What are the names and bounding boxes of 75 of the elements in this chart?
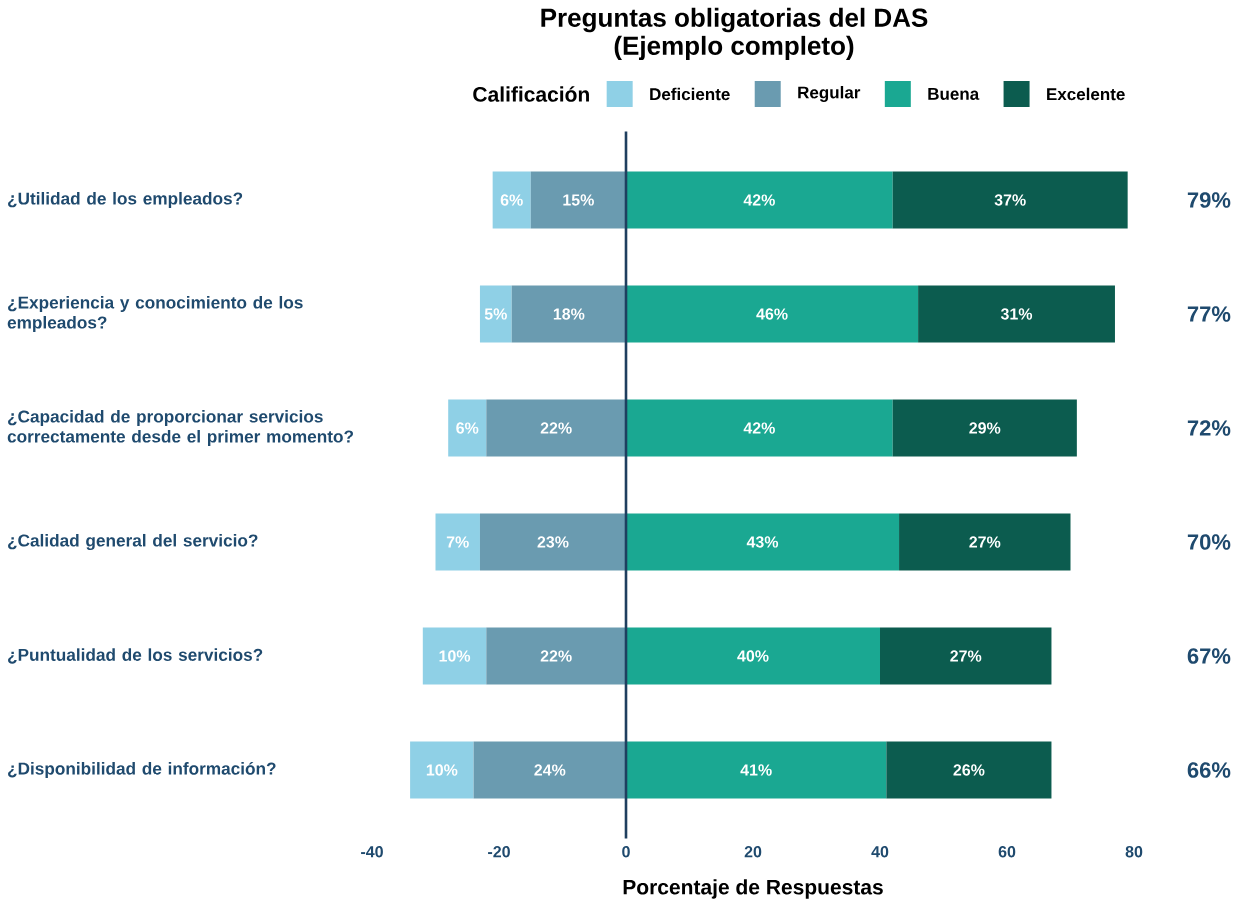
text: 77% (1187, 306, 1231, 322)
data-label: 43% (746, 536, 779, 548)
x-tick-label: 40 (871, 846, 889, 858)
data-label: 6% (456, 422, 479, 434)
data-label: 22% (540, 422, 572, 434)
y-tick-label: ¿Experiencia y conocimiento de los empleados? (7, 296, 303, 333)
data-label: 24% (534, 764, 566, 776)
text: 70% (1187, 534, 1231, 550)
bar (486, 627, 626, 685)
bar (511, 285, 626, 343)
bar (410, 741, 474, 799)
data-label: 10% (426, 764, 458, 776)
legend-label: Excelente (1047, 87, 1125, 101)
legend-title: Calificación (473, 86, 589, 102)
text: 79% (1187, 192, 1231, 208)
bar (892, 399, 1077, 457)
data-label: 6% (500, 194, 523, 206)
y-tick-label: ¿Calidad general del servicio? (8, 533, 258, 551)
bar (892, 171, 1128, 229)
bar (486, 399, 626, 457)
legend-label: Deficiente (650, 87, 730, 101)
data-label: 26% (953, 764, 985, 776)
legend-label: Buena (928, 88, 980, 100)
bar (435, 513, 480, 571)
data-label: 46% (756, 308, 788, 320)
y-tick-label: ¿Disponibilidad de información? (8, 761, 276, 779)
bar (473, 741, 626, 799)
chart-subtitle: (Ejemplo completo) (614, 35, 854, 61)
bar (626, 627, 880, 685)
y-tick-label: ¿Puntualidad de los servicios? (8, 648, 263, 664)
data-label: 15% (563, 194, 594, 206)
data-label: 31% (1000, 308, 1033, 320)
bar (626, 399, 893, 457)
x-tick-label: 80 (1125, 846, 1143, 858)
bar (918, 285, 1115, 343)
x-tick-label: 0 (622, 846, 630, 858)
data-label: 42% (743, 194, 775, 206)
bar (448, 399, 487, 457)
data-label: 7% (446, 536, 469, 548)
data-label: 5% (484, 308, 507, 320)
text: 66% (1187, 762, 1231, 778)
data-label: 41% (740, 764, 772, 776)
bar (899, 513, 1071, 571)
bar (479, 285, 512, 343)
x-tick-label: -40 (361, 846, 383, 858)
y-tick-label: ¿Capacidad de proporcionar servicios correctamente desde el primer momento? (7, 410, 353, 447)
x-tick-label: 60 (998, 846, 1016, 858)
bar (626, 171, 893, 229)
data-label: 10% (439, 650, 471, 662)
data-label: 23% (537, 536, 569, 548)
data-label: 42% (743, 422, 775, 434)
text: 67% (1187, 648, 1231, 664)
data-label: 29% (969, 422, 1001, 434)
bar (422, 627, 487, 685)
text: 72% (1187, 420, 1231, 436)
x-tick-label: -20 (488, 846, 510, 858)
y-tick-label: ¿Utilidad de los empleados? (8, 192, 243, 209)
bar (880, 627, 1052, 685)
data-label: 37% (994, 194, 1026, 206)
bar (492, 171, 531, 229)
chart-title: Preguntas obligatorias del DAS (541, 7, 928, 33)
bar (530, 171, 626, 229)
data-label: 40% (737, 650, 769, 662)
data-label: 27% (969, 536, 1001, 548)
data-label: 27% (950, 650, 982, 662)
x-tick-label: 20 (744, 846, 762, 858)
bar (626, 285, 919, 343)
legend-label: Regular (798, 86, 861, 102)
data-label: 22% (540, 650, 572, 662)
x-axis-title: Porcentaje de Respuestas (623, 879, 883, 899)
bar (626, 513, 900, 571)
bar (886, 741, 1052, 799)
bar (479, 513, 626, 571)
bar (626, 741, 887, 799)
data-label: 18% (553, 308, 585, 320)
